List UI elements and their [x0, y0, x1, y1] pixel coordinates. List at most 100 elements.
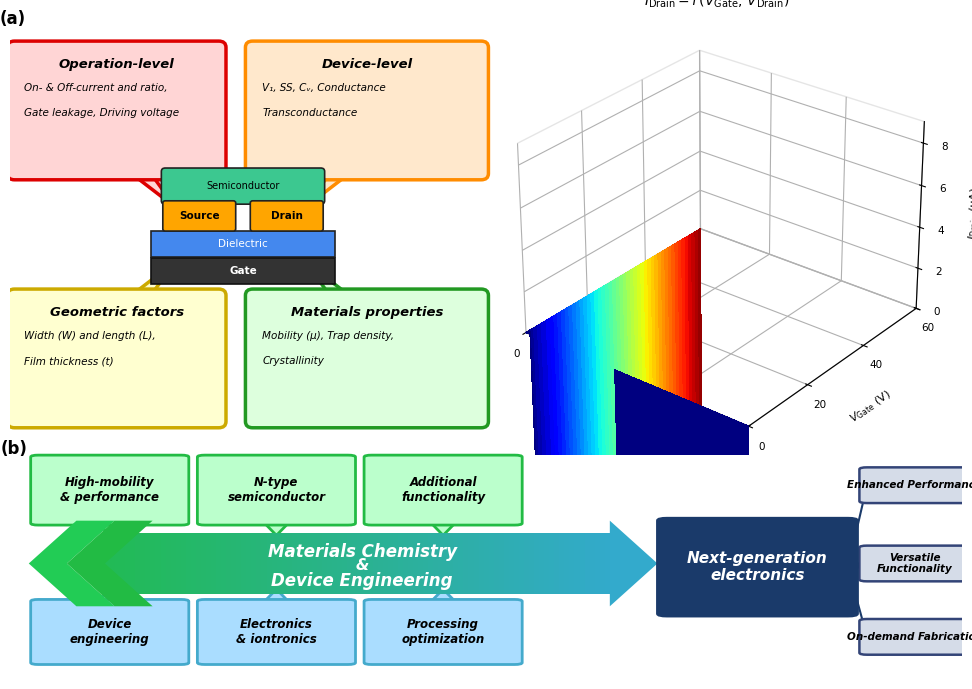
Bar: [342, 533, 348, 594]
Bar: [165, 533, 172, 594]
Bar: [570, 533, 575, 594]
Bar: [110, 533, 116, 594]
Bar: [236, 533, 242, 594]
FancyBboxPatch shape: [245, 289, 489, 428]
Bar: [312, 533, 318, 594]
Bar: [221, 533, 227, 594]
Bar: [605, 533, 610, 594]
Bar: [413, 533, 419, 594]
Bar: [539, 533, 545, 594]
Bar: [176, 533, 182, 594]
FancyBboxPatch shape: [859, 546, 970, 582]
Text: Device
engineering: Device engineering: [70, 618, 150, 646]
Text: Device Engineering: Device Engineering: [271, 572, 453, 590]
FancyBboxPatch shape: [163, 200, 236, 231]
Text: High-mobility
& performance: High-mobility & performance: [60, 476, 159, 504]
Bar: [277, 533, 283, 594]
Text: Geometric factors: Geometric factors: [50, 306, 184, 319]
Text: Enhanced Performance: Enhanced Performance: [848, 480, 972, 490]
Bar: [509, 533, 515, 594]
Bar: [443, 533, 449, 594]
Bar: [358, 533, 364, 594]
Bar: [549, 533, 555, 594]
Bar: [353, 533, 359, 594]
Text: Device-level: Device-level: [322, 58, 412, 71]
Bar: [261, 533, 267, 594]
Bar: [146, 533, 152, 594]
Bar: [423, 533, 429, 594]
Bar: [322, 533, 329, 594]
Text: Width (W) and length (L),: Width (W) and length (L),: [24, 331, 156, 341]
Bar: [151, 258, 335, 284]
Bar: [503, 533, 510, 594]
FancyBboxPatch shape: [245, 41, 489, 180]
Text: Transconductance: Transconductance: [262, 108, 358, 119]
Text: Gate: Gate: [229, 265, 257, 276]
Bar: [574, 533, 580, 594]
Polygon shape: [29, 521, 115, 606]
Bar: [296, 533, 303, 594]
Bar: [257, 533, 262, 594]
Bar: [151, 533, 156, 594]
Bar: [363, 533, 368, 594]
Text: On-demand Fabrication: On-demand Fabrication: [847, 632, 972, 642]
Bar: [529, 533, 535, 594]
Bar: [393, 533, 399, 594]
Bar: [438, 533, 444, 594]
FancyBboxPatch shape: [364, 455, 522, 525]
Text: Versatile
Functionality: Versatile Functionality: [877, 553, 953, 574]
Bar: [579, 533, 585, 594]
Bar: [226, 533, 232, 594]
Title: $I_{\rm Drain} = f\,(V_{\rm Gate},\,V_{\rm Drain})$: $I_{\rm Drain} = f\,(V_{\rm Gate},\,V_{\…: [644, 0, 789, 10]
Bar: [565, 533, 571, 594]
Bar: [211, 533, 217, 594]
Bar: [140, 533, 147, 594]
Text: Next-generation
electronics: Next-generation electronics: [687, 551, 828, 584]
Bar: [473, 533, 479, 594]
Text: Dielectric: Dielectric: [218, 238, 268, 249]
FancyBboxPatch shape: [251, 200, 324, 231]
Bar: [252, 533, 258, 594]
Bar: [271, 533, 278, 594]
Bar: [398, 533, 403, 594]
Text: &: &: [356, 558, 368, 573]
Bar: [171, 533, 177, 594]
Bar: [151, 231, 335, 257]
Text: Electronics
& iontronics: Electronics & iontronics: [236, 618, 317, 646]
Bar: [186, 533, 191, 594]
Bar: [292, 533, 297, 594]
Bar: [347, 533, 353, 594]
FancyBboxPatch shape: [364, 599, 522, 664]
Bar: [115, 533, 122, 594]
Text: V₁, SS, Cᵥ, Conductance: V₁, SS, Cᵥ, Conductance: [262, 83, 386, 93]
FancyBboxPatch shape: [859, 619, 970, 655]
Polygon shape: [609, 521, 657, 606]
X-axis label: $V_{\mathrm{Drain}}$ (V): $V_{\mathrm{Drain}}$ (V): [580, 409, 632, 440]
Y-axis label: $V_{\mathrm{Gate}}$ (V): $V_{\mathrm{Gate}}$ (V): [848, 387, 894, 426]
Text: Operation-level: Operation-level: [58, 58, 175, 71]
Bar: [595, 533, 601, 594]
Text: On- & Off-current and ratio,: On- & Off-current and ratio,: [24, 83, 168, 93]
FancyBboxPatch shape: [31, 455, 189, 525]
Text: Semiconductor: Semiconductor: [206, 181, 280, 191]
Bar: [478, 533, 485, 594]
Polygon shape: [264, 523, 289, 535]
Bar: [388, 533, 394, 594]
Bar: [195, 533, 202, 594]
Bar: [494, 533, 500, 594]
Bar: [418, 533, 424, 594]
Bar: [105, 533, 111, 594]
Bar: [590, 533, 596, 594]
Bar: [524, 533, 530, 594]
Polygon shape: [432, 523, 455, 535]
FancyBboxPatch shape: [31, 599, 189, 664]
Bar: [514, 533, 520, 594]
Bar: [307, 533, 313, 594]
Text: Drain: Drain: [271, 211, 302, 221]
Polygon shape: [264, 589, 289, 601]
Polygon shape: [98, 589, 122, 601]
Bar: [554, 533, 560, 594]
FancyBboxPatch shape: [8, 41, 226, 180]
Text: Film thickness (t): Film thickness (t): [24, 356, 114, 367]
Bar: [181, 533, 187, 594]
